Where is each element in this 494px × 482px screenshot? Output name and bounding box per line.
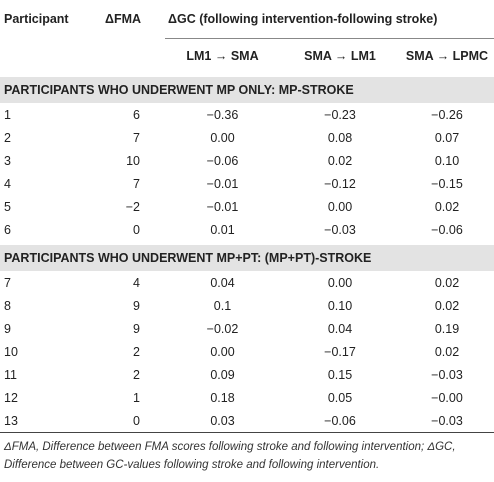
cell: 1 [4,107,11,122]
cell: 0.18 [210,390,235,405]
cell: 2 [133,367,140,382]
cell: 9 [133,298,140,313]
cell: 2 [4,130,11,145]
cell: −0.06 [206,153,239,168]
subheader-cell: LM1 → SMA [165,38,280,76]
cell: 0.00 [327,275,353,290]
cell: 9 [4,321,11,336]
cell: −0.26 [431,107,463,122]
subheader-cell: SMA → LM1 [280,38,400,76]
cell: −0.01 [206,176,239,191]
cell: 0.02 [434,298,460,313]
data-row: 1 6 −0.36 −0.23 −0.26 [0,103,494,126]
table-body: PARTICIPANTS WHO UNDERWENT MP ONLY: MP-S… [0,73,494,433]
data-row: 8 9 0.1 0.10 0.02 [0,294,494,317]
cell: −0.03 [400,409,494,433]
cell: 8 [4,298,11,313]
cell: 0 [133,222,140,237]
cell: −0.23 [324,107,356,122]
cell: −0.01 [206,199,239,214]
data-row: 7 4 0.04 0.00 0.02 [0,271,494,294]
cell: −0.12 [324,176,356,191]
cell: 0.02 [434,199,460,214]
cell: 0.02 [327,153,353,168]
cell: 0.02 [434,344,460,359]
cell: 0 [95,409,165,433]
cell: 7 [4,275,11,290]
cell: 7 [133,176,140,191]
section-title: PARTICIPANTS WHO UNDERWENT MP ONLY: MP-S… [0,73,494,103]
data-row: 13 0 0.03 −0.06 −0.03 [0,409,494,433]
cell: −0.06 [431,222,463,237]
cell: −0.06 [280,409,400,433]
cell: 9 [133,321,140,336]
cell: −0.00 [431,390,463,405]
section-row: PARTICIPANTS WHO UNDERWENT MP+PT: (MP+PT… [0,241,494,271]
cell: 0.09 [210,367,235,382]
cell: 0.03 [165,409,280,433]
header-row: Participant ΔFMA ΔGC (following interven… [0,0,494,39]
cell: −0.03 [431,367,463,382]
cell: 10 [126,153,140,168]
cell: 6 [4,222,11,237]
cell: 12 [4,390,18,405]
cell: 10 [4,344,18,359]
cell: 13 [0,409,95,433]
cell: 0.01 [210,222,235,237]
cell: 0.19 [434,321,460,336]
data-row: 11 2 0.09 0.15 −0.03 [0,363,494,386]
data-row: 6 0 0.01 −0.03 −0.06 [0,218,494,243]
cell: 6 [133,107,140,122]
footnote: ΔFMA, Difference between FMA scores foll… [4,441,456,471]
data-row: 2 7 0.00 0.08 0.07 [0,126,494,149]
section-row: PARTICIPANTS WHO UNDERWENT MP ONLY: MP-S… [0,73,494,103]
cell: −2 [125,199,140,214]
cell: 2 [133,344,140,359]
cell: 0.05 [327,390,353,405]
header-cell: Participant [4,12,69,27]
cell: 0.1 [213,298,232,313]
cell: −0.15 [431,176,463,191]
data-row: 10 2 0.00 −0.17 0.02 [0,340,494,363]
cell: 7 [133,130,140,145]
cell: 4 [133,275,140,290]
cell: 11 [4,367,17,382]
cell: −0.02 [206,321,239,336]
cell: 0.04 [327,321,353,336]
data-table: Participant ΔFMA ΔGC (following interven… [0,0,494,433]
section-title: PARTICIPANTS WHO UNDERWENT MP+PT: (MP+PT… [0,241,494,271]
data-row: 12 1 0.18 0.05 −0.00 [0,386,494,409]
cell: 0.04 [210,275,235,290]
cell: −0.36 [206,107,239,122]
cell: 0.08 [327,130,353,145]
cell: 0.15 [327,367,353,382]
data-row: 9 9 −0.02 0.04 0.19 [0,317,494,340]
data-row: 3 10 −0.06 0.02 0.10 [0,149,494,172]
subheader-row: LM1 → SMA SMA → LM1 SMA → LPMC [0,38,494,76]
cell: 0.07 [434,130,460,145]
cell: 0.00 [327,199,353,214]
cell: 0.10 [327,298,353,313]
subheader-cell: SMA → LPMC [400,38,494,76]
cell: −0.03 [324,222,356,237]
cell: 0.00 [210,130,235,145]
data-row: 4 7 −0.01 −0.12 −0.15 [0,172,494,195]
cell: 0.02 [434,275,460,290]
header-cell: ΔFMA [105,12,142,27]
cell: 5 [4,199,11,214]
cell: −0.17 [324,344,356,359]
header-cell: ΔGC (following intervention-following st… [165,0,494,39]
cell: 1 [133,390,140,405]
cell: 3 [4,153,11,168]
cell: 0.10 [434,153,460,168]
data-row: 5 −2 −0.01 0.00 0.02 [0,195,494,218]
cell: 4 [4,176,11,191]
cell: 0.00 [210,344,235,359]
